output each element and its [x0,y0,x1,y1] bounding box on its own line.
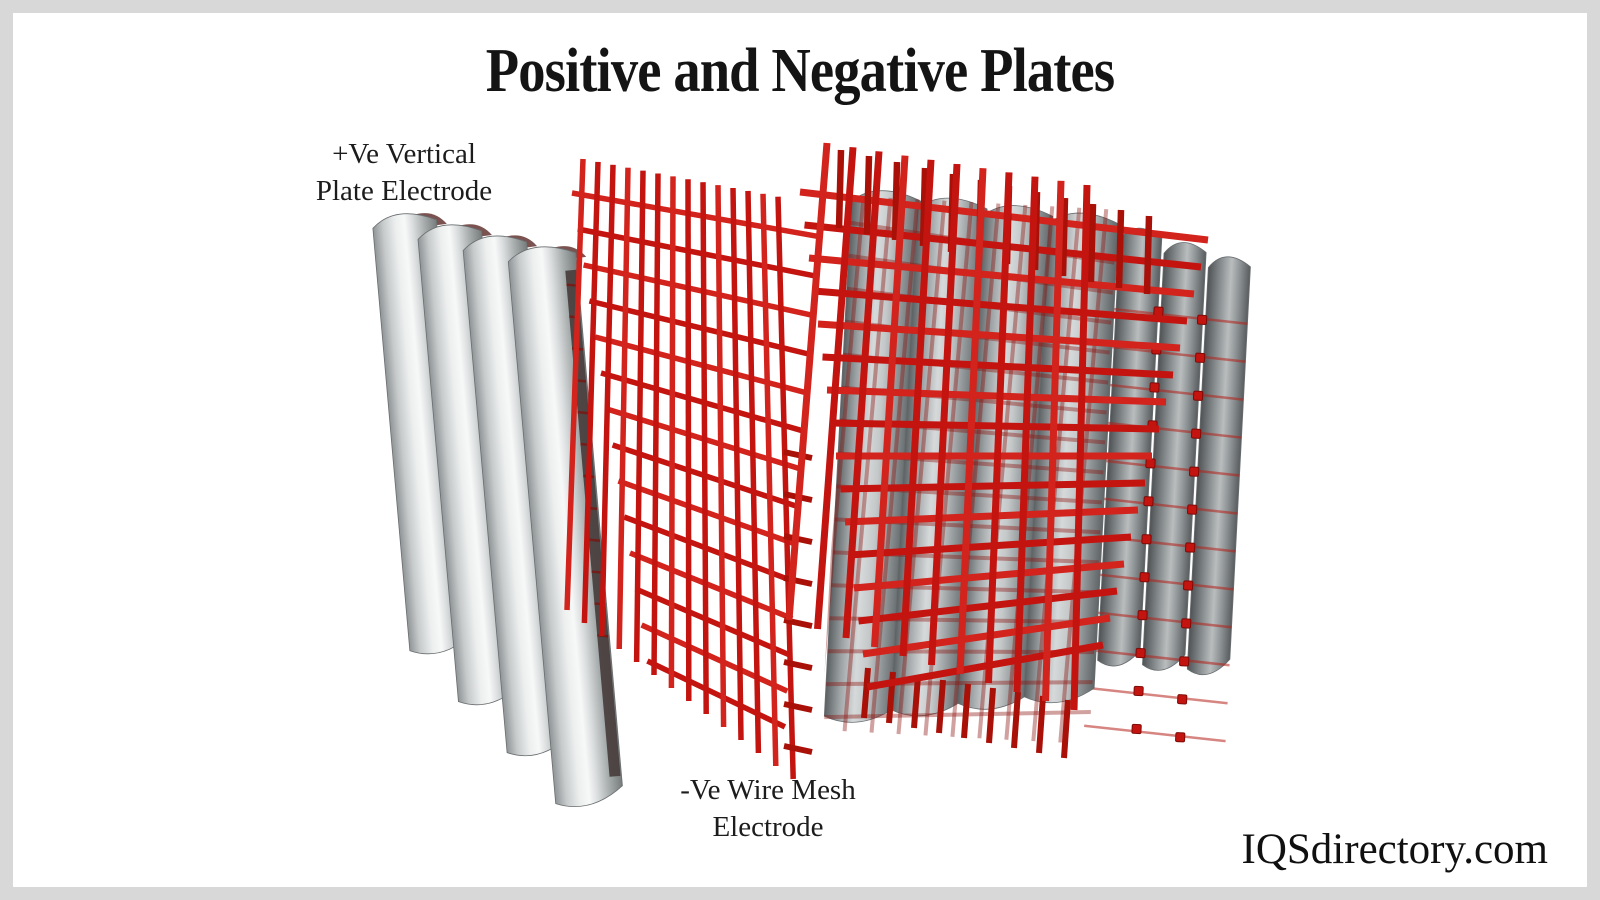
label-positive-plate: +Ve Vertical Plate Electrode [254,136,554,210]
label-negative-mesh: -Ve Wire Mesh Electrode [618,772,918,846]
label-negative-line1: -Ve Wire Mesh [680,774,856,806]
label-positive-line2: Plate Electrode [315,175,493,207]
label-positive-line1: +Ve Vertical [332,138,476,170]
front-mesh-group [783,142,1209,759]
label-negative-line2: Electrode [712,811,824,843]
positive-plates-group [372,213,623,807]
page-title: Positive and Negative Plates [485,37,1115,105]
negative-mesh-group [564,158,819,780]
watermark-text: IQSdirectory.com [1241,826,1548,873]
side-wire-ends-group [1084,306,1248,743]
